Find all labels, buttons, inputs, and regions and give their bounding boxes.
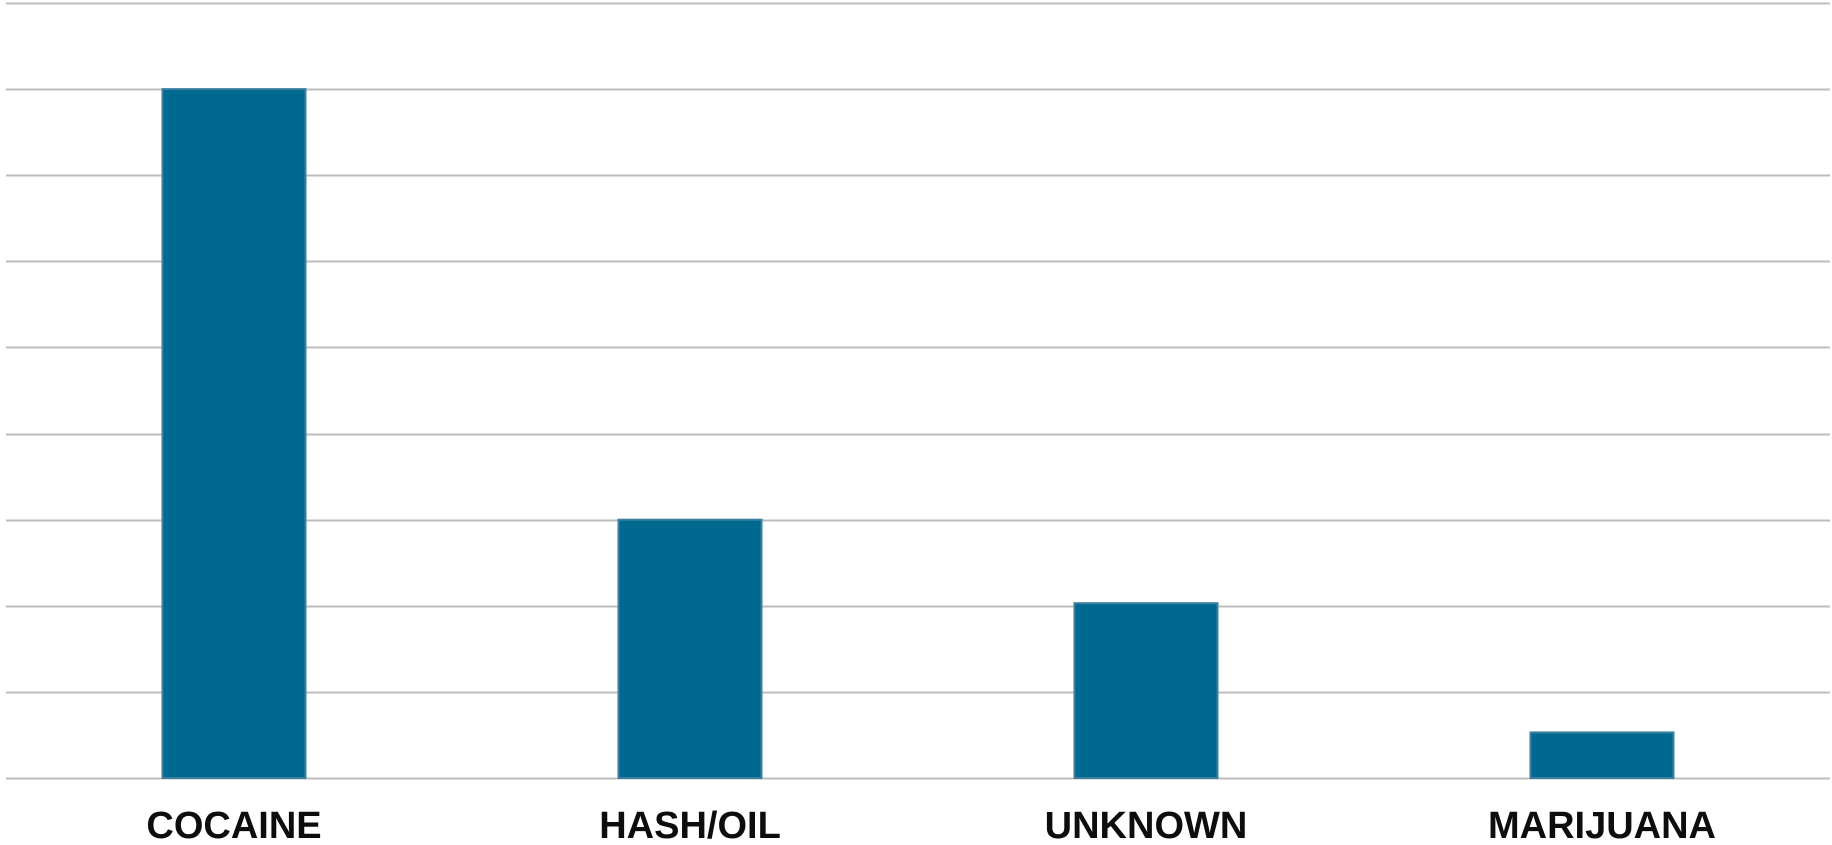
bars (161, 88, 1675, 780)
category-labels: COCAINE HASH/OIL UNKNOWN MARIJUANA (146, 805, 1716, 845)
bar-hash-oil (617, 518, 763, 779)
bar-cocaine (161, 88, 307, 780)
bar-unknown (1073, 602, 1219, 780)
category-label-marijuana: MARIJUANA (1488, 805, 1716, 845)
category-label-cocaine: COCAINE (146, 805, 321, 845)
bar-marijuana (1529, 731, 1675, 780)
category-label-hash-oil: HASH/OIL (599, 805, 781, 845)
gridlines (6, 2, 1830, 780)
category-label-unknown: UNKNOWN (1045, 805, 1248, 845)
